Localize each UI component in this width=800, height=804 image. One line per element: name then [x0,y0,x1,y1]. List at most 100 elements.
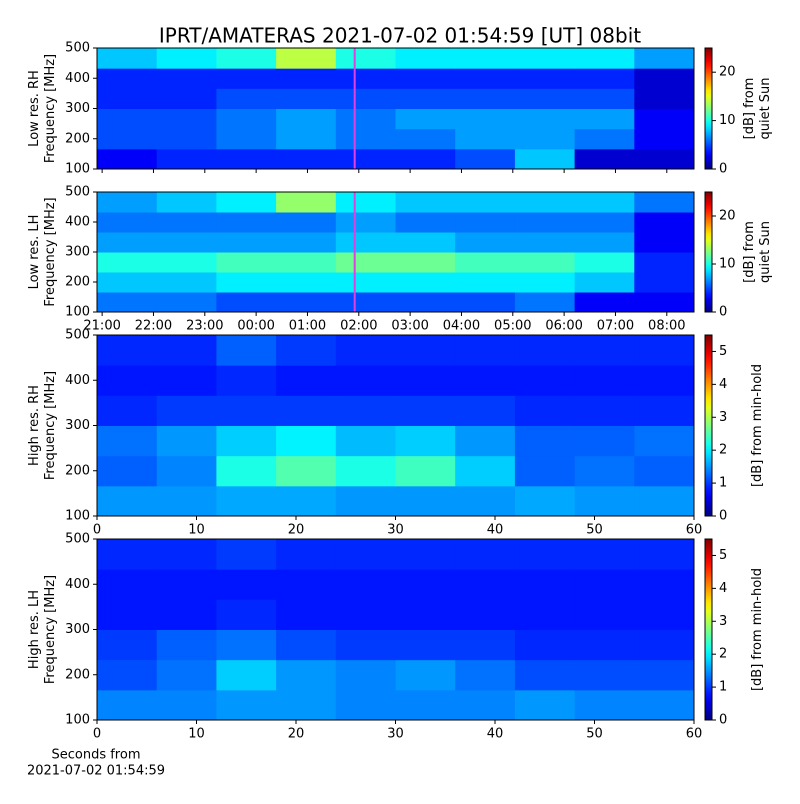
colorbar-label-line: [dB] from min-hold [750,364,765,487]
heatmap-cell [156,689,217,721]
colorbar [704,334,713,517]
heatmap-cell [156,108,217,130]
heatmap-cell [455,659,516,691]
colorbar-label: [dB] from min-hold [750,568,765,691]
heatmap-cell [514,192,576,213]
heatmap-cell [335,689,396,721]
colorbar-label-line: quiet Sun [758,221,773,283]
heatmap-cell [574,485,635,517]
heatmap-cell [216,659,277,691]
colorbar-tick-label: 0 [719,162,727,177]
heatmap-cell [156,425,217,457]
heatmap-cell [395,128,456,150]
heatmap-cell [634,68,695,89]
heatmap-cell [97,68,158,89]
x-tick-label: 20 [288,727,305,742]
colorbar-label: [dB] fromquiet Sun [742,77,773,139]
heatmap-cell [216,48,277,69]
y-axis-label: High res. RHFrequency [MHz] [27,371,58,480]
heatmap-cell [514,569,576,600]
heatmap-cell [395,485,456,517]
x-tick-label: 40 [487,523,504,538]
heatmap-cell [455,88,516,109]
heatmap-cell [276,212,337,233]
colorbar [704,191,713,313]
heatmap-cell [455,629,516,661]
x-tick-label: 60 [686,523,703,538]
heatmap-cell [216,232,277,253]
heatmap-cell [514,88,576,109]
heatmap-cell [216,128,277,150]
heatmap-cell [276,88,337,109]
heatmap-cell [216,455,277,487]
heatmap-cell [395,148,456,170]
colorbar-tick-label: 2 [719,647,727,662]
heatmap-cell [156,192,217,213]
heatmap-cell [97,212,158,233]
colorbar-label-line: [dB] from min-hold [750,568,765,691]
heatmap-cell [97,272,158,293]
heatmap-cell [395,599,456,630]
heatmap-cell [156,455,217,487]
y-axis-label: Low res. LHFrequency [MHz] [27,197,58,306]
heatmap-cell [395,212,456,233]
heatmap-cell [455,425,516,457]
heatmap-cell [97,629,158,661]
heatmap-cell [574,689,635,721]
y-tick-label: 500 [65,328,90,343]
heatmap-cell [276,485,337,517]
heatmap-cell [514,659,576,691]
heatmap-cell [514,68,576,89]
heatmap-cell [335,68,396,89]
heatmap-cell [276,335,337,366]
heatmap-cell [574,192,635,213]
heatmap-cell [455,232,516,253]
x-tick-label: 01:00 [289,319,326,334]
heatmap-cell [634,292,695,313]
y-axis-label-line: Frequency [MHz] [43,54,58,163]
heatmap-cell [395,232,456,253]
heatmap-cell [156,48,217,69]
heatmap-cell [634,48,695,69]
heatmap-cell [574,599,635,630]
heatmap-cell [574,212,635,233]
heatmap-cell [455,252,516,273]
heatmap-cell [335,659,396,691]
colorbar-tick-label: 0 [719,305,727,320]
heatmap-cell [514,365,576,396]
heatmap-cell [574,659,635,691]
heatmap-cell [455,68,516,89]
heatmap-cell [216,569,277,600]
heatmap-cell [634,365,695,396]
x-tick-label: 03:00 [391,319,428,334]
y-tick-label: 300 [65,622,90,637]
heatmap-cell [395,68,456,89]
heatmap-cell [97,395,158,426]
heatmap-cell [514,292,576,313]
x-tick-label: 10 [188,523,205,538]
heatmap-cell [514,455,576,487]
y-tick-label: 200 [65,131,90,146]
heatmap-cell [514,425,576,457]
heatmap-cell [574,252,635,273]
x-tick-label: 08:00 [648,319,685,334]
heatmap-cell [514,108,576,130]
x-tick-label: 0 [93,727,101,742]
heatmap-cell [216,395,277,426]
heatmap-cell [455,365,516,396]
heatmap-cell [574,232,635,253]
heatmap-cell [395,192,456,213]
x-tick-label: 0 [93,523,101,538]
heatmap-cell [455,599,516,630]
heatmap-cell [97,659,158,691]
heatmap-cell [335,539,396,570]
y-axis-label-line: High res. LH [27,590,42,669]
x-axis-label: 2021-07-02 01:54:59 [27,764,165,779]
heatmap-cell [574,292,635,313]
y-tick-label: 300 [65,101,90,116]
heatmap-cell [514,272,576,293]
heatmap-cell [574,335,635,366]
heatmap-cell [216,148,277,170]
heatmap-cell [97,425,158,457]
